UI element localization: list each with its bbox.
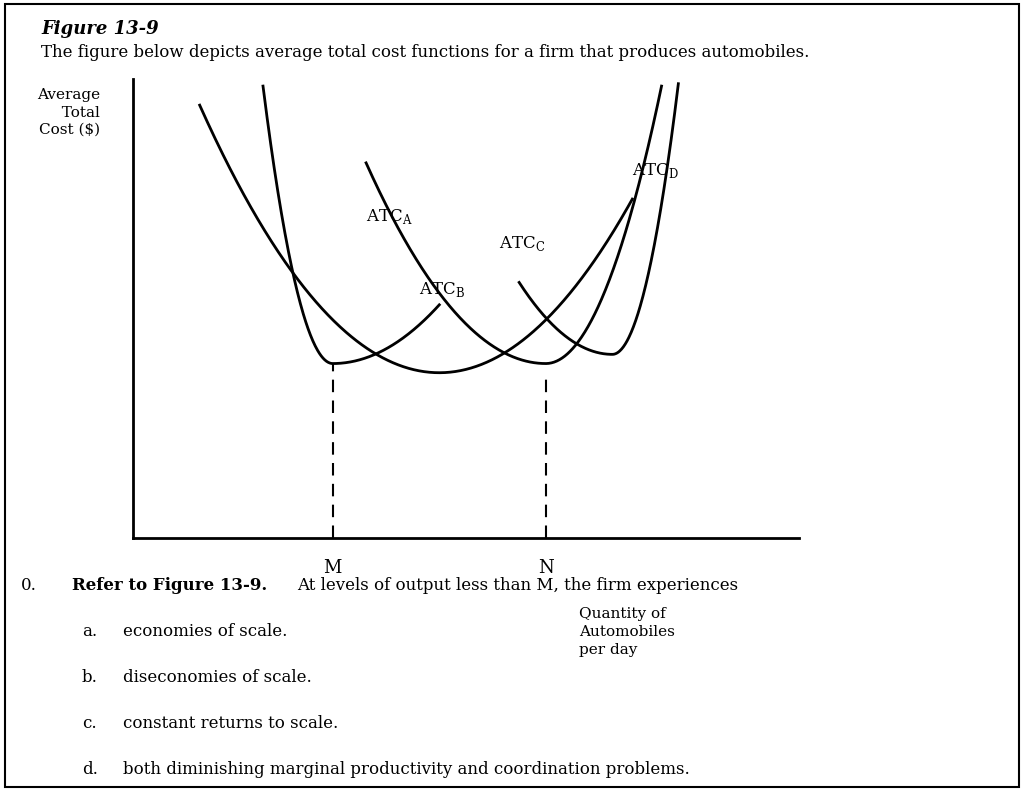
Text: constant returns to scale.: constant returns to scale. bbox=[123, 715, 338, 732]
Text: c.: c. bbox=[82, 715, 96, 732]
Text: a.: a. bbox=[82, 623, 97, 640]
Text: The figure below depicts average total cost functions for a firm that produces a: The figure below depicts average total c… bbox=[41, 44, 809, 60]
Text: At levels of output less than M, the firm experiences: At levels of output less than M, the fir… bbox=[297, 577, 738, 594]
Text: ATC$_\mathregular{B}$: ATC$_\mathregular{B}$ bbox=[420, 280, 465, 299]
Text: Figure 13-9: Figure 13-9 bbox=[41, 20, 159, 38]
Text: d.: d. bbox=[82, 761, 98, 778]
Text: ATC$_\mathregular{D}$: ATC$_\mathregular{D}$ bbox=[633, 161, 679, 180]
Text: b.: b. bbox=[82, 669, 98, 686]
Text: diseconomies of scale.: diseconomies of scale. bbox=[123, 669, 311, 686]
Text: economies of scale.: economies of scale. bbox=[123, 623, 288, 640]
Text: Average
  Total
Cost ($): Average Total Cost ($) bbox=[37, 89, 100, 137]
Text: ATC$_\mathregular{A}$: ATC$_\mathregular{A}$ bbox=[367, 207, 413, 226]
Text: Quantity of
Automobiles
per day: Quantity of Automobiles per day bbox=[580, 607, 675, 657]
Text: N: N bbox=[538, 558, 554, 577]
Text: Refer to Figure 13-9.: Refer to Figure 13-9. bbox=[72, 577, 267, 594]
Text: ATC$_\mathregular{C}$: ATC$_\mathregular{C}$ bbox=[500, 234, 546, 253]
Text: both diminishing marginal productivity and coordination problems.: both diminishing marginal productivity a… bbox=[123, 761, 689, 778]
Text: M: M bbox=[324, 558, 342, 577]
Text: 0.: 0. bbox=[20, 577, 37, 594]
